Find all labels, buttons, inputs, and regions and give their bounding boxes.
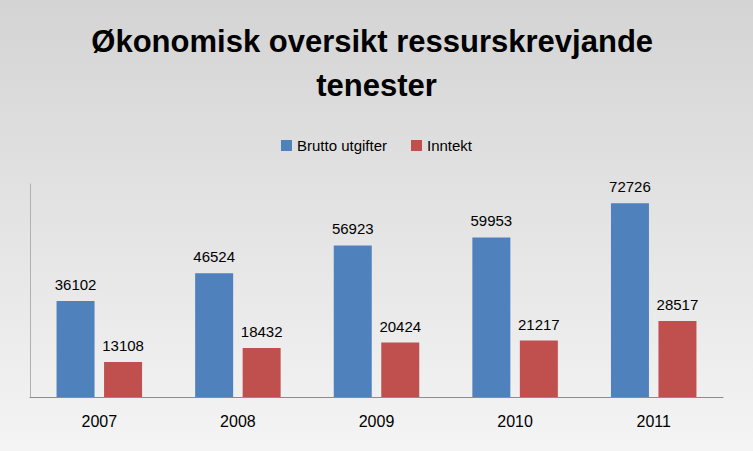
svg-text:2008: 2008 bbox=[220, 413, 256, 430]
svg-text:46524: 46524 bbox=[193, 248, 235, 265]
svg-text:Økonomisk oversikt ressurskrev: Økonomisk oversikt ressurskrevjande bbox=[91, 24, 661, 59]
svg-text:Inntekt: Inntekt bbox=[427, 137, 473, 154]
svg-text:13108: 13108 bbox=[102, 337, 144, 354]
svg-text:20424: 20424 bbox=[379, 318, 421, 335]
svg-text:59953: 59953 bbox=[470, 212, 512, 229]
svg-text:21217: 21217 bbox=[518, 316, 560, 333]
svg-text:36102: 36102 bbox=[55, 276, 97, 293]
svg-text:18432: 18432 bbox=[241, 323, 283, 340]
svg-text:2009: 2009 bbox=[359, 413, 395, 430]
svg-text:2010: 2010 bbox=[497, 413, 533, 430]
svg-text:tenester: tenester bbox=[316, 68, 437, 103]
svg-text:Brutto utgifter: Brutto utgifter bbox=[297, 137, 387, 154]
svg-text:2007: 2007 bbox=[82, 413, 118, 430]
svg-text:72726: 72726 bbox=[609, 178, 651, 195]
svg-text:2011: 2011 bbox=[636, 413, 671, 430]
svg-text:28517: 28517 bbox=[657, 296, 699, 313]
svg-text:56923: 56923 bbox=[332, 220, 374, 237]
